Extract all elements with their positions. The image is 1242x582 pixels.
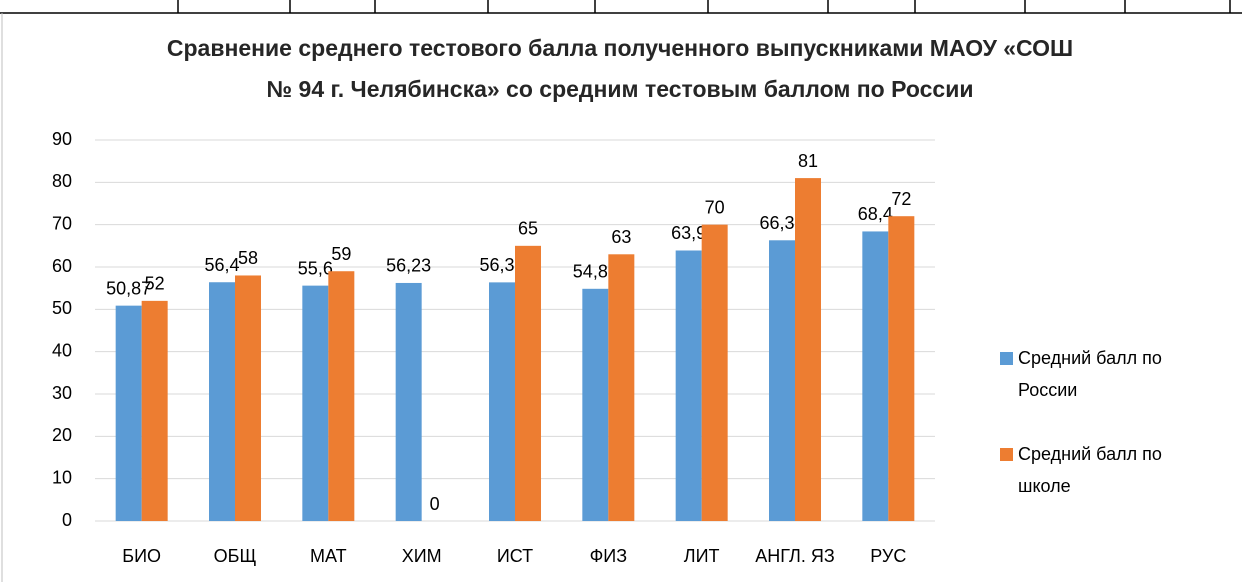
data-label: 56,37 [479,255,524,275]
bar [328,271,355,521]
bar [862,231,889,521]
bar [769,240,795,522]
legend-swatch [1000,352,1013,365]
x-tick-label: МАТ [310,546,347,566]
data-label: 59 [331,244,351,264]
data-label: 54,85 [573,262,618,282]
x-tick-label: ХИМ [402,546,442,566]
bar [888,216,915,521]
bar [795,178,821,521]
bar [115,305,142,521]
x-tick-label: БИО [122,546,161,566]
legend-swatch [1000,448,1013,461]
data-label: 65 [518,219,538,239]
bar [302,285,329,521]
data-label: 56,4 [204,255,239,275]
legend-label: Средний балл по школе [1018,444,1162,496]
bar [582,288,609,521]
data-label: 56,23 [386,256,431,276]
bar [209,282,235,521]
data-label: 63,9 [671,223,706,243]
data-label: 52 [145,274,165,294]
y-tick-label: 60 [52,256,72,276]
y-tick-label: 40 [52,340,72,360]
y-tick-label: 0 [62,510,72,530]
data-label: 50,87 [106,278,151,298]
x-tick-label: ФИЗ [590,546,628,566]
x-tick-label: РУС [870,546,906,566]
legend-item: Средний балл по школе [1000,438,1230,502]
chart-title: Сравнение среднего тестового балла получ… [166,35,1074,102]
y-tick-label: 90 [52,129,72,149]
bar [675,250,702,522]
bar [489,282,515,521]
x-tick-label: ЛИТ [684,546,720,566]
bar [235,275,261,521]
x-tick-label: АНГЛ. ЯЗ [755,546,834,566]
data-label: 70 [705,197,725,217]
bar [141,300,168,521]
legend-label: Средний балл по России [1018,348,1162,400]
data-label: 55,6 [298,258,333,278]
data-label: 66,31 [759,213,804,233]
data-label: 81 [798,151,818,171]
y-tick-label: 50 [52,298,72,318]
y-tick-label: 70 [52,213,72,233]
data-label: 0 [430,494,440,514]
data-label: 68,4 [858,204,893,224]
x-tick-label: ИСТ [497,546,533,566]
y-tick-label: 30 [52,383,72,403]
y-tick-label: 20 [52,425,72,445]
bar [701,224,728,521]
table-fragment [0,0,1242,14]
data-label: 72 [891,189,911,209]
y-tick-label: 80 [52,171,72,191]
data-label: 63 [611,227,631,247]
legend-item: Средний балл по России [1000,342,1230,406]
bar [608,254,635,522]
bar [515,245,541,522]
data-label: 58 [238,248,258,268]
bar [395,282,422,521]
x-tick-label: ОБЩ [214,546,257,566]
y-tick-label: 10 [52,467,72,487]
